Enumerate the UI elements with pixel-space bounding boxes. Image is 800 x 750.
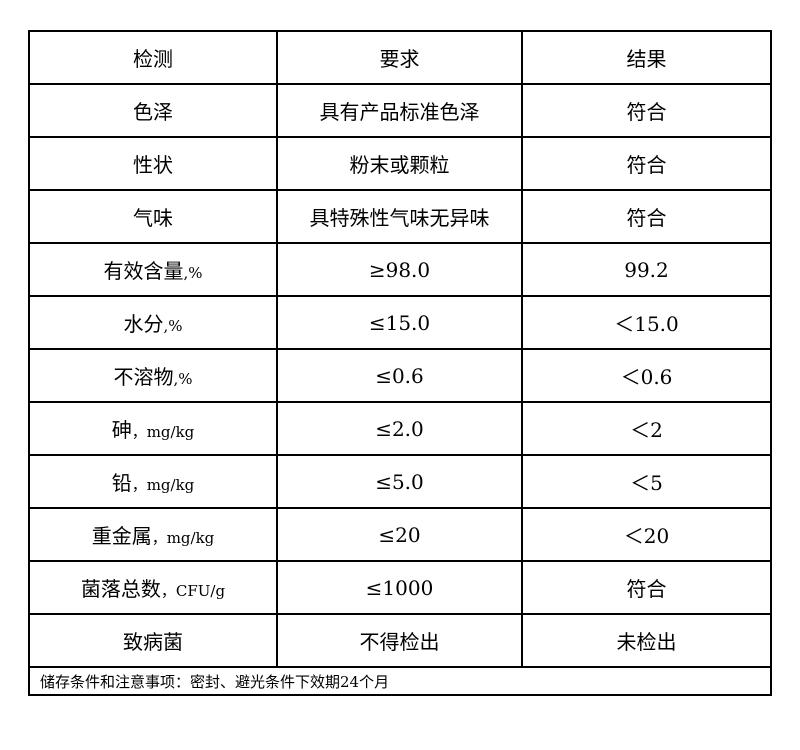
item-name: 水分	[123, 312, 164, 336]
item-name: 不溶物	[113, 365, 174, 389]
item-name: 色泽	[133, 100, 173, 124]
inspection-table: 检测 要求 结果 色泽 具有产品标准色泽 符合 性状 粉末或颗粒 符合 气味 具特殊性气味无异…	[28, 30, 772, 696]
item-cell: 色泽	[28, 83, 278, 138]
result-cell: 符合	[521, 83, 772, 138]
item-name: 有效含量	[103, 259, 184, 283]
item-name: 铅	[111, 471, 132, 495]
header-cell: 检测	[28, 30, 278, 85]
item-unit: ，mg/kg	[131, 476, 195, 494]
result-cell: 符合	[521, 189, 772, 244]
item-cell: 不溶物,%	[28, 348, 278, 403]
table-row: 砷，mg/kg ≤2.0 ＜2	[28, 401, 772, 456]
requirement-cell: ≤0.6	[276, 348, 523, 403]
item-cell: 性状	[28, 136, 278, 191]
table-row: 有效含量,% ≥98.0 99.2	[28, 242, 772, 297]
item-cell: 砷，mg/kg	[28, 401, 278, 456]
requirement-cell: ≤5.0	[276, 454, 523, 509]
item-cell: 气味	[28, 189, 278, 244]
item-cell: 致病菌	[28, 613, 278, 668]
result-cell: 未检出	[521, 613, 772, 668]
item-name: 砷	[111, 418, 132, 442]
item-cell: 水分,%	[28, 295, 278, 350]
requirement-cell: ≤2.0	[276, 401, 523, 456]
result-cell: ＜15.0	[521, 295, 772, 350]
item-unit: ，mg/kg	[151, 529, 215, 547]
requirement-cell: 粉末或颗粒	[276, 136, 523, 191]
table-row: 气味 具特殊性气味无异味 符合	[28, 189, 772, 244]
item-name: 性状	[133, 153, 173, 177]
note-row: 储存条件和注意事项：密封、避光条件下效期24个月	[28, 666, 772, 696]
requirement-cell: 具有产品标准色泽	[276, 83, 523, 138]
item-name: 气味	[133, 206, 173, 230]
result-cell: 符合	[521, 560, 772, 615]
table-row: 色泽 具有产品标准色泽 符合	[28, 83, 772, 138]
header-row: 检测 要求 结果	[28, 30, 772, 85]
result-cell: ＜5	[521, 454, 772, 509]
item-unit: ,%	[173, 370, 193, 388]
table-row: 菌落总数，CFU/g ≤1000 符合	[28, 560, 772, 615]
item-name: 重金属	[91, 524, 152, 548]
header-cell: 要求	[276, 30, 523, 85]
item-name: 致病菌	[123, 630, 183, 654]
table-row: 重金属，mg/kg ≤20 ＜20	[28, 507, 772, 562]
item-unit: ,%	[163, 317, 183, 335]
requirement-cell: ≤20	[276, 507, 523, 562]
item-unit: ，CFU/g	[160, 582, 226, 600]
result-cell: ＜2	[521, 401, 772, 456]
result-cell: 99.2	[521, 242, 772, 297]
table-row: 铅，mg/kg ≤5.0 ＜5	[28, 454, 772, 509]
item-unit: ,%	[183, 264, 203, 282]
storage-note: 储存条件和注意事项：密封、避光条件下效期24个月	[28, 666, 772, 696]
item-cell: 有效含量,%	[28, 242, 278, 297]
table-row: 不溶物,% ≤0.6 ＜0.6	[28, 348, 772, 403]
requirement-cell: ≥98.0	[276, 242, 523, 297]
requirement-cell: 不得检出	[276, 613, 523, 668]
item-cell: 菌落总数，CFU/g	[28, 560, 278, 615]
item-unit: ，mg/kg	[131, 423, 195, 441]
table-row: 水分,% ≤15.0 ＜15.0	[28, 295, 772, 350]
table-row: 致病菌 不得检出 未检出	[28, 613, 772, 668]
result-cell: 符合	[521, 136, 772, 191]
header-cell: 结果	[521, 30, 772, 85]
item-cell: 重金属，mg/kg	[28, 507, 278, 562]
result-cell: ＜20	[521, 507, 772, 562]
item-cell: 铅，mg/kg	[28, 454, 278, 509]
result-cell: ＜0.6	[521, 348, 772, 403]
requirement-cell: 具特殊性气味无异味	[276, 189, 523, 244]
table-row: 性状 粉末或颗粒 符合	[28, 136, 772, 191]
item-name: 菌落总数	[80, 577, 161, 601]
requirement-cell: ≤1000	[276, 560, 523, 615]
requirement-cell: ≤15.0	[276, 295, 523, 350]
